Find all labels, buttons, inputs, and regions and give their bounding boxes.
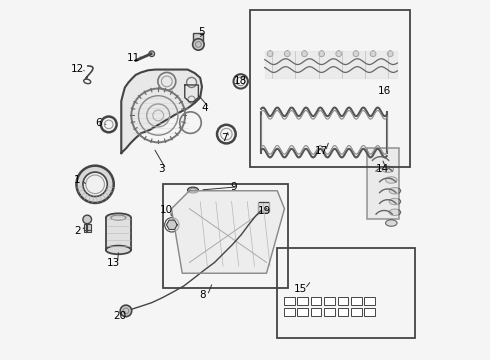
- Text: 17: 17: [315, 146, 328, 156]
- Text: 9: 9: [230, 182, 237, 192]
- Bar: [285, 308, 295, 316]
- Bar: [258, 202, 269, 212]
- Circle shape: [193, 39, 204, 50]
- Circle shape: [301, 51, 307, 57]
- Text: 13: 13: [106, 258, 120, 268]
- Bar: [365, 308, 375, 316]
- Ellipse shape: [386, 177, 397, 183]
- Text: 14: 14: [375, 164, 389, 174]
- Ellipse shape: [106, 246, 131, 254]
- Text: 12: 12: [71, 64, 84, 74]
- Bar: [285, 297, 295, 305]
- Ellipse shape: [106, 213, 131, 222]
- Bar: [351, 297, 362, 305]
- Circle shape: [370, 51, 376, 57]
- Text: 11: 11: [126, 53, 140, 63]
- Text: 4: 4: [201, 103, 208, 113]
- Text: 18: 18: [234, 76, 247, 86]
- Circle shape: [149, 51, 155, 57]
- Text: 20: 20: [114, 311, 127, 321]
- Ellipse shape: [389, 198, 401, 205]
- Bar: [311, 308, 321, 316]
- Circle shape: [336, 51, 342, 57]
- Circle shape: [83, 215, 92, 224]
- Ellipse shape: [389, 209, 401, 216]
- Circle shape: [353, 51, 359, 57]
- Polygon shape: [167, 220, 177, 229]
- Bar: [163, 184, 288, 288]
- Text: 19: 19: [258, 206, 271, 216]
- Circle shape: [76, 166, 114, 203]
- Text: 2: 2: [74, 226, 80, 236]
- Bar: [365, 297, 375, 305]
- Circle shape: [120, 305, 132, 317]
- Bar: [297, 308, 308, 316]
- Ellipse shape: [386, 220, 397, 226]
- Circle shape: [284, 51, 290, 57]
- Circle shape: [83, 172, 107, 197]
- Bar: [250, 10, 410, 167]
- Text: 3: 3: [158, 164, 165, 174]
- Text: 1: 1: [74, 175, 80, 185]
- Circle shape: [318, 51, 324, 57]
- Text: 7: 7: [221, 133, 228, 143]
- Polygon shape: [106, 218, 131, 250]
- Ellipse shape: [188, 187, 198, 193]
- Bar: [338, 297, 348, 305]
- Circle shape: [267, 51, 273, 57]
- Polygon shape: [172, 191, 285, 273]
- Bar: [277, 248, 416, 338]
- Ellipse shape: [382, 166, 393, 172]
- Polygon shape: [265, 51, 397, 78]
- Text: 16: 16: [377, 86, 391, 96]
- Text: 8: 8: [200, 291, 206, 301]
- Bar: [367, 148, 399, 220]
- Bar: [324, 308, 335, 316]
- Text: 10: 10: [160, 206, 172, 216]
- Ellipse shape: [389, 188, 401, 194]
- Bar: [311, 297, 321, 305]
- Bar: [324, 297, 335, 305]
- Bar: [84, 224, 91, 231]
- Text: 15: 15: [294, 284, 307, 294]
- Bar: [338, 308, 348, 316]
- Polygon shape: [122, 69, 202, 153]
- Bar: [193, 33, 203, 41]
- Bar: [297, 297, 308, 305]
- Bar: [351, 308, 362, 316]
- Text: 6: 6: [96, 118, 102, 128]
- Text: 5: 5: [198, 27, 204, 37]
- Circle shape: [388, 51, 393, 57]
